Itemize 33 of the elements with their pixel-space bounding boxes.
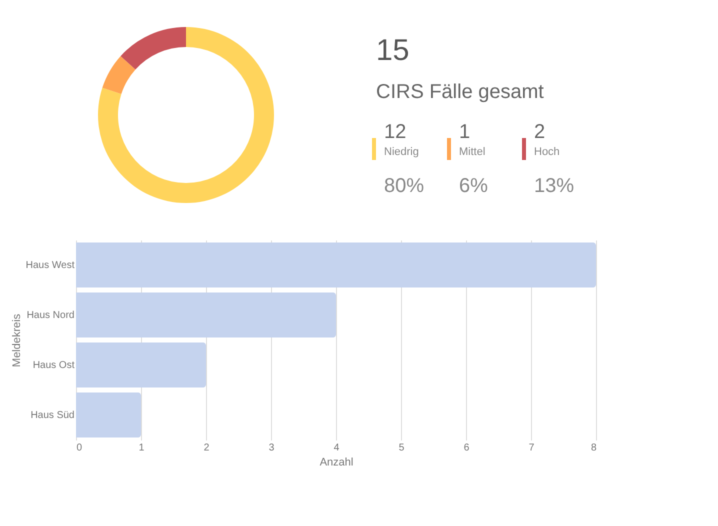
- bar: [76, 342, 206, 388]
- bar: [76, 292, 336, 338]
- text: 6%: [459, 175, 488, 197]
- legend-label: Hoch: [534, 146, 560, 158]
- bar: [76, 242, 596, 288]
- x-tick-label: 3: [268, 442, 275, 454]
- y-tick-label: Haus West: [26, 260, 75, 271]
- x-tick-label: 5: [398, 442, 405, 454]
- text: 13%: [534, 175, 574, 197]
- data-label: 1: [459, 121, 470, 143]
- x-tick-label: 6: [464, 442, 470, 454]
- x-tick-label: 7: [528, 442, 535, 454]
- y-tick-label: Haus Nord: [26, 310, 74, 321]
- data-label: 2: [534, 121, 546, 143]
- y-tick-label: Haus Süd: [30, 410, 74, 421]
- x-tick-label: 8: [590, 442, 597, 454]
- chart-title: 15: [376, 34, 410, 67]
- x-tick-label: 2: [204, 442, 210, 454]
- donut-slice: [98, 27, 274, 203]
- donut-slice: [102, 56, 136, 94]
- data-label: 12: [384, 121, 406, 143]
- legend-label: Mittel: [459, 146, 486, 158]
- x-tick-label: 4: [334, 442, 340, 454]
- x-tick-label: 1: [138, 442, 145, 454]
- x-axis-title: Anzahl: [320, 456, 354, 468]
- bar: [76, 392, 141, 438]
- legend-label: Niedrig: [384, 146, 419, 158]
- x-tick-label: 0: [76, 442, 82, 454]
- y-axis-title: Meldekreis: [10, 313, 23, 368]
- donut-slice: [120, 27, 186, 70]
- text: 80%: [384, 175, 424, 197]
- text: CIRS Fälle gesamt: [376, 81, 544, 103]
- y-tick-label: Haus Ost: [32, 360, 75, 371]
